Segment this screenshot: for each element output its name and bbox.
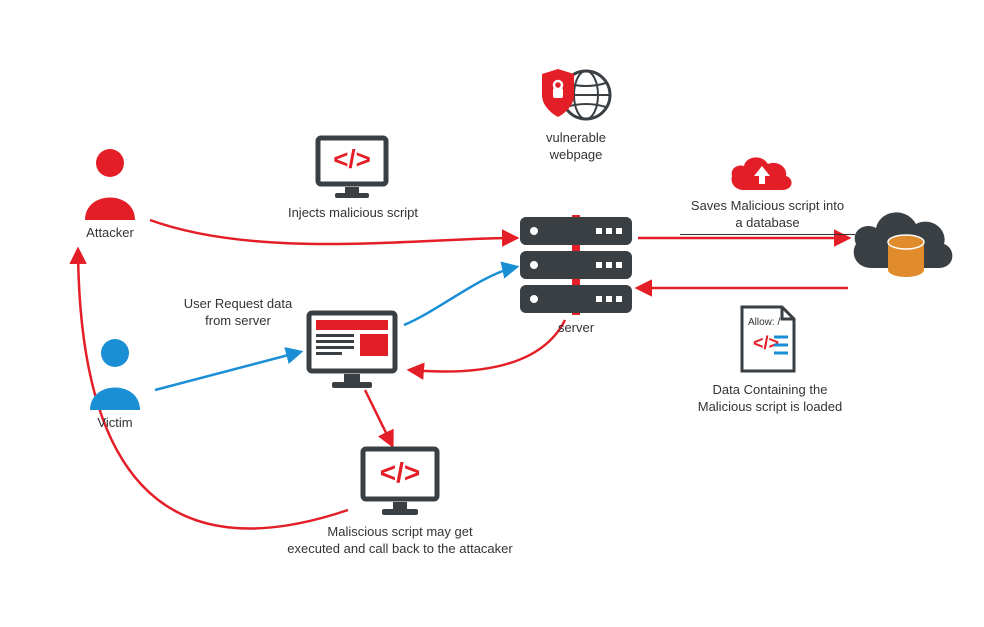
arrow-attacker-server_top	[150, 220, 516, 244]
monitor-icon: </>	[360, 446, 440, 518]
victim-label: Victim	[85, 415, 145, 432]
code-monitor-bottom: </>	[360, 446, 440, 523]
server-stack: server	[518, 215, 634, 337]
code-monitor-top: </>	[315, 135, 389, 206]
malicious-exec-label: Maliscious script may get executed and c…	[270, 524, 530, 558]
attacker-node: Attacker	[80, 145, 140, 242]
shield-globe-icon	[540, 65, 612, 125]
person-icon	[80, 145, 140, 220]
cloud-upload-icon	[726, 150, 798, 198]
monitor-icon: </>	[315, 135, 389, 201]
injects-label: Injects malicious script	[268, 205, 438, 222]
document-icon: Allow: / </>	[736, 305, 800, 377]
data-containing-label: Data Containing the Malicious script is …	[690, 382, 850, 416]
server-label: server	[518, 320, 634, 337]
attacker-label: Attacker	[80, 225, 140, 242]
shield-globe	[540, 65, 612, 130]
saves-label: Saves Malicious script into a database	[680, 198, 855, 235]
arrow-webpage_monitor-server_mid	[404, 267, 516, 325]
person-icon	[85, 335, 145, 410]
monitor-webpage-icon	[306, 310, 398, 392]
victim-node: Victim	[85, 335, 145, 432]
vulnerable-webpage-label: vulnerable webpage	[540, 130, 612, 164]
cloud-db-icon	[848, 200, 958, 284]
svg-text:</>: </>	[380, 457, 420, 488]
server-icon	[518, 215, 634, 315]
allow-doc: Allow: / </>	[736, 305, 800, 382]
upload-cloud	[726, 150, 798, 203]
svg-text:</>: </>	[333, 144, 371, 174]
arrow-webpage_monitor-code_bot	[365, 390, 392, 445]
database-cloud	[848, 200, 958, 289]
arrow-victim-webpage_monitor	[155, 352, 300, 390]
user-request-label: User Request data from server	[168, 296, 308, 330]
webpage-monitor	[306, 310, 398, 397]
allow-text: Allow: /	[748, 317, 780, 328]
